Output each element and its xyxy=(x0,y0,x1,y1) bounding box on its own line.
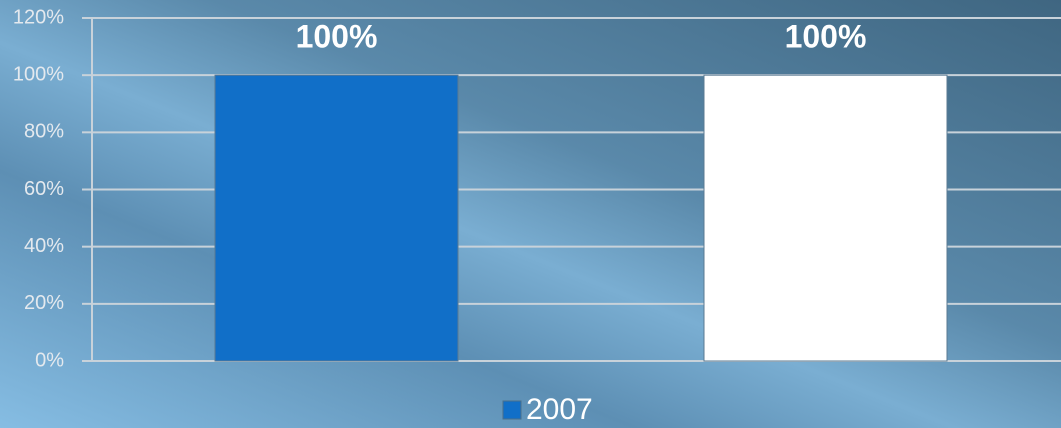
bar xyxy=(214,74,459,362)
y-tick-label: 0% xyxy=(35,349,64,371)
y-tick-label: 40% xyxy=(24,235,64,257)
y-tick-label: 100% xyxy=(13,63,64,85)
y-tick-label: 80% xyxy=(24,121,64,143)
y-tick-label: 60% xyxy=(24,178,64,200)
y-tick-label: 20% xyxy=(24,292,64,314)
legend-label: 2007 xyxy=(526,393,593,426)
bar xyxy=(703,74,948,362)
data-label: 100% xyxy=(296,19,378,55)
legend-swatch xyxy=(502,400,522,420)
data-label: 100% xyxy=(785,19,867,55)
y-tick-label: 120% xyxy=(13,6,64,28)
